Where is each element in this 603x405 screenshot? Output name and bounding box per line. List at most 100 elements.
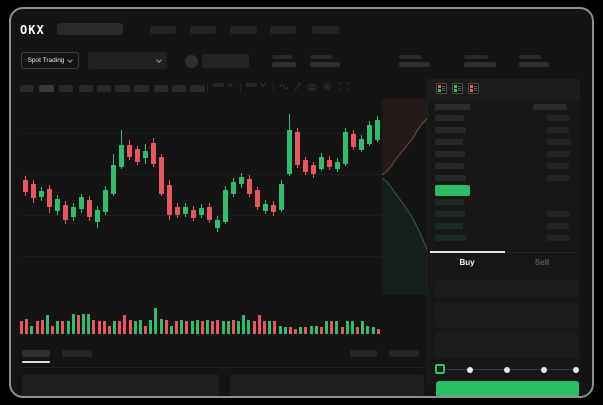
candle: [351, 134, 356, 147]
timeframe-button[interactable]: [79, 85, 93, 92]
volume-bar: [237, 321, 241, 334]
orderbook-last-price[interactable]: [435, 185, 470, 196]
bid-row-amount[interactable]: [547, 223, 569, 229]
slider-stop-dot[interactable]: [541, 367, 547, 373]
volume-bar: [206, 320, 210, 334]
ask-row-price[interactable]: [435, 127, 466, 133]
candle: [143, 151, 148, 158]
candlestick-chart[interactable]: [20, 102, 382, 302]
orders-tab[interactable]: [22, 350, 50, 357]
candle: [215, 220, 220, 228]
nav-item[interactable]: [270, 26, 296, 34]
ask-row-amount[interactable]: [547, 175, 570, 181]
bid-row-amount[interactable]: [547, 211, 570, 217]
volume-bar: [294, 329, 297, 334]
candle: [119, 145, 124, 167]
candle: [271, 205, 276, 212]
bid-row-price[interactable]: [435, 235, 466, 241]
candle: [207, 207, 212, 220]
timeframe-button[interactable]: [190, 85, 205, 92]
nav-item[interactable]: [312, 26, 339, 34]
total-input[interactable]: [435, 332, 579, 358]
candle: [319, 157, 324, 169]
candle: [71, 207, 76, 217]
timeframe-button[interactable]: [134, 85, 149, 92]
volume-bar: [314, 326, 318, 334]
chart-settings[interactable]: [322, 82, 332, 91]
slider-stop-dot[interactable]: [467, 367, 473, 373]
orderbook-view-bids-icon[interactable]: [452, 83, 463, 94]
ask-row-price[interactable]: [435, 163, 464, 169]
tab-sell[interactable]: Sell: [534, 258, 550, 267]
market-type-label: Spot Trading: [27, 57, 65, 64]
ask-row-price[interactable]: [435, 151, 465, 157]
orders-toolbar-button[interactable]: [350, 350, 377, 357]
orderbook-view-both-icon[interactable]: [436, 83, 447, 94]
volume-bar: [144, 326, 148, 334]
ask-row-price[interactable]: [435, 175, 466, 181]
draw-tool[interactable]: [293, 82, 303, 91]
camera-icon: [307, 84, 317, 91]
slider-stop-dot[interactable]: [504, 367, 510, 373]
orderbook-header-price: [435, 104, 470, 110]
timeframe-button[interactable]: [154, 85, 168, 92]
bid-row-price[interactable]: [435, 211, 465, 217]
toolbar-divider: [207, 83, 208, 93]
ask-row-amount[interactable]: [547, 115, 570, 121]
timeframe-button[interactable]: [59, 85, 73, 92]
volume-bar: [309, 326, 313, 334]
stat-label: [399, 55, 422, 59]
fullscreen-control[interactable]: [339, 82, 349, 91]
overlay-label: [246, 82, 257, 87]
candle: [87, 200, 92, 217]
ask-row-amount[interactable]: [547, 151, 570, 157]
orders-toolbar-button[interactable]: [389, 350, 419, 357]
volume-bar: [102, 321, 106, 334]
depth-chart: [382, 99, 430, 295]
bid-row-price[interactable]: [435, 223, 463, 229]
screenshot-tool[interactable]: [307, 82, 317, 91]
bid-row-price[interactable]: [435, 199, 464, 205]
amount-slider-handle[interactable]: [435, 364, 445, 374]
tab-buy[interactable]: Buy: [459, 258, 475, 267]
ask-row-price[interactable]: [435, 115, 464, 121]
timeframe-button[interactable]: [97, 85, 111, 92]
ask-row-price[interactable]: [435, 139, 463, 145]
amount-input[interactable]: [435, 303, 579, 328]
ask-row-amount[interactable]: [547, 163, 569, 169]
volume-bar: [169, 326, 173, 334]
orders-tab[interactable]: [62, 350, 92, 357]
indicator-selector[interactable]: [213, 81, 233, 87]
stat-value: [519, 62, 549, 67]
overlay-selector[interactable]: [246, 81, 266, 87]
volume-bar: [128, 320, 132, 334]
bid-row-amount[interactable]: [547, 235, 570, 241]
ask-row-amount[interactable]: [547, 139, 571, 145]
volume-bar: [56, 321, 60, 334]
orders-panel-placeholder: [230, 374, 424, 396]
search-input[interactable]: [57, 23, 123, 35]
volume-bar: [30, 326, 34, 334]
volume-bar: [138, 320, 142, 334]
volume-bar: [123, 315, 127, 334]
candle: [151, 143, 156, 164]
nav-item[interactable]: [230, 26, 257, 34]
timeframe-button[interactable]: [172, 85, 186, 92]
price-input[interactable]: [435, 280, 579, 298]
timeframe-button[interactable]: [39, 85, 54, 92]
orderbook-view-asks-icon[interactable]: [468, 83, 479, 94]
timeframe-button[interactable]: [115, 85, 130, 92]
candle: [287, 130, 292, 174]
orderbook-header-amount: [533, 104, 567, 110]
line-chart-tool[interactable]: [279, 82, 289, 91]
timeframe-button[interactable]: [20, 85, 34, 92]
nav-item[interactable]: [190, 26, 216, 34]
pair-selector-dropdown[interactable]: [88, 52, 167, 69]
slider-stop-dot[interactable]: [573, 367, 579, 373]
volume-bar: [299, 327, 303, 334]
buy-button[interactable]: [436, 381, 579, 396]
nav-item[interactable]: [150, 26, 176, 34]
volume-bar: [190, 321, 194, 334]
market-type-selector[interactable]: Spot Trading: [21, 52, 79, 69]
ask-row-amount[interactable]: [547, 127, 569, 133]
